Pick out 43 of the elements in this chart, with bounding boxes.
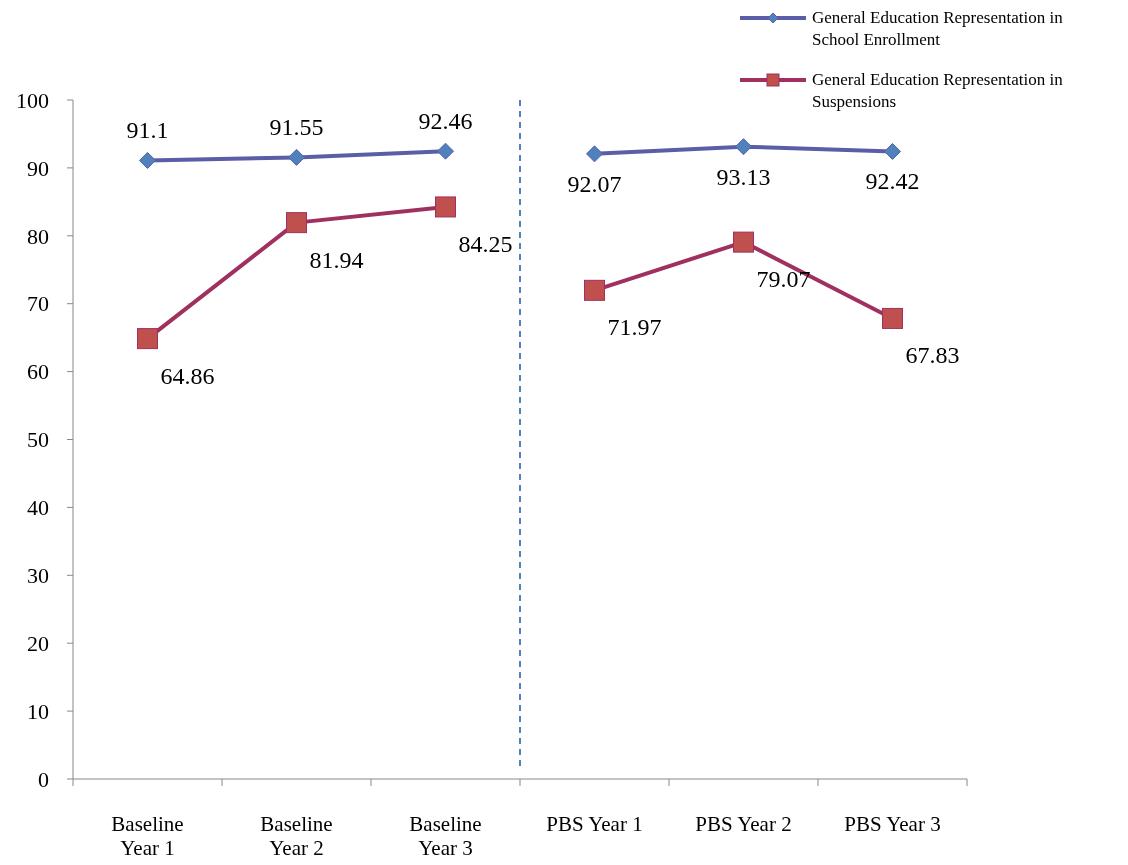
data-label: 79.07 [756, 266, 811, 293]
y-tick-label: 10 [27, 698, 49, 724]
y-tick-label: 70 [27, 291, 49, 317]
x-tick-label: Baseline Year 3 [409, 812, 482, 860]
y-tick-label: 60 [27, 359, 49, 385]
data-label: 92.07 [567, 170, 622, 197]
point [288, 148, 305, 166]
data-label: 92.46 [418, 108, 473, 135]
y-tick-label: 90 [27, 155, 49, 181]
y-tick-label: 50 [27, 427, 49, 453]
y-tick-label: 30 [27, 563, 49, 588]
y-tick-label: 20 [27, 630, 49, 656]
data-label: 92.42 [865, 168, 920, 195]
data-label: 64.86 [160, 362, 215, 389]
point [437, 142, 454, 160]
point [884, 142, 901, 160]
x-tick-label: Baseline Year 1 [111, 812, 184, 860]
y-tick-label: 40 [27, 495, 49, 521]
point [735, 138, 752, 156]
legend-label: General Education Representation in School Enrollment [812, 8, 1064, 49]
point [139, 151, 156, 169]
data-label: 71.97 [607, 314, 662, 341]
point [137, 328, 158, 350]
y-tick-label: 80 [27, 223, 49, 249]
data-label: 91.55 [269, 114, 324, 141]
y-tick-label: 0 [38, 766, 49, 792]
x-tick-label: PBS Year 1 [546, 812, 643, 836]
y-tick-label: 100 [16, 87, 49, 113]
data-label: 81.94 [309, 246, 364, 273]
data-label: 91.1 [126, 117, 169, 144]
point [586, 145, 603, 163]
data-label: 93.13 [716, 163, 771, 190]
x-tick-label: Baseline Year 2 [260, 812, 333, 860]
point [882, 307, 903, 329]
data-label: 67.83 [905, 342, 960, 369]
legend-label: General Education Representation in Suspensions [812, 70, 1064, 111]
point [286, 212, 307, 234]
point [435, 196, 456, 218]
point [733, 231, 754, 253]
point [584, 279, 605, 301]
data-label: 84.25 [458, 230, 513, 257]
x-tick-label: PBS Year 2 [695, 812, 792, 836]
x-tick-label: PBS Year 3 [844, 812, 941, 836]
